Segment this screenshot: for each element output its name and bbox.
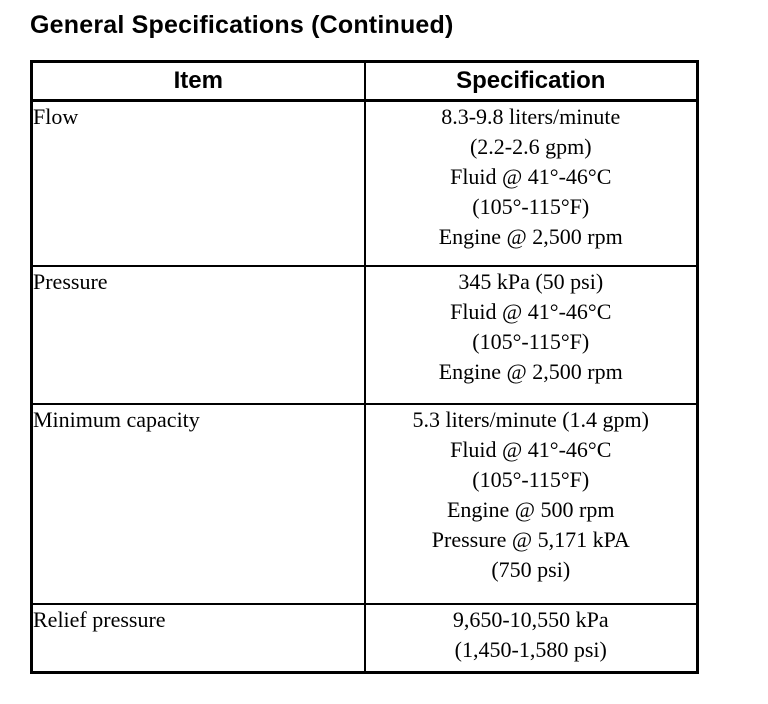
spec-line: 8.3-9.8 liters/minute xyxy=(441,104,621,129)
spec-line: Engine @ 2,500 rpm xyxy=(438,224,623,249)
table-row-pressure: Pressure 345 kPa (50 psi) Fluid @ 41°-46… xyxy=(30,264,699,405)
item-cell-minimum-capacity: Minimum capacity xyxy=(30,402,366,605)
specification-cell-relief-pressure: 9,650-10,550 kPa (1,450-1,580 psi) xyxy=(363,602,699,674)
spec-line: (2.2-2.6 gpm) xyxy=(469,134,592,159)
header-row: Item Specification xyxy=(30,60,699,102)
item-cell-pressure: Pressure xyxy=(30,264,366,405)
spec-line: Fluid @ 41°-46°C xyxy=(450,164,612,189)
spec-line: Engine @ 2,500 rpm xyxy=(438,358,623,384)
item-cell-relief-pressure: Relief pressure xyxy=(30,602,366,674)
spec-line: 5.3 liters/minute (1.4 gpm) xyxy=(412,406,649,432)
spec-line: 9,650-10,550 kPa xyxy=(452,606,609,632)
spec-line: Engine @ 500 rpm xyxy=(446,496,615,522)
spec-line: (105°-115°F) xyxy=(472,466,590,492)
column-header-item: Item xyxy=(30,60,366,102)
spec-line: Pressure @ 5,171 kPA xyxy=(431,526,630,552)
specification-cell-flow: 8.3-9.8 liters/minute (2.2-2.6 gpm) Flui… xyxy=(363,99,699,267)
table-row-flow: Flow 8.3-9.8 liters/minute (2.2-2.6 gpm)… xyxy=(30,99,699,267)
spec-line: (105°-115°F) xyxy=(472,328,590,354)
item-cell-flow: Flow xyxy=(30,99,366,267)
spec-line: (1,450-1,580 psi) xyxy=(454,636,607,662)
spec-line: 345 kPa (50 psi) xyxy=(458,268,604,294)
page-title: General Specifications (Continued) xyxy=(30,11,454,39)
spec-line: (105°-115°F) xyxy=(472,194,590,219)
specifications-table: Item Specification Flow 8.3-9.8 liters/m… xyxy=(30,60,699,674)
table-row-minimum-capacity: Minimum capacity 5.3 liters/minute (1.4 … xyxy=(30,402,699,605)
spec-line: Fluid @ 41°-46°C xyxy=(450,436,612,462)
specification-cell-minimum-capacity: 5.3 liters/minute (1.4 gpm) Fluid @ 41°-… xyxy=(363,402,699,605)
spec-line: Fluid @ 41°-46°C xyxy=(450,298,612,324)
table-row-relief-pressure: Relief pressure 9,650-10,550 kPa (1,450-… xyxy=(30,602,699,674)
spec-line: (750 psi) xyxy=(491,556,571,582)
column-header-specification: Specification xyxy=(363,60,699,102)
specification-cell-pressure: 345 kPa (50 psi) Fluid @ 41°-46°C (105°-… xyxy=(363,264,699,405)
